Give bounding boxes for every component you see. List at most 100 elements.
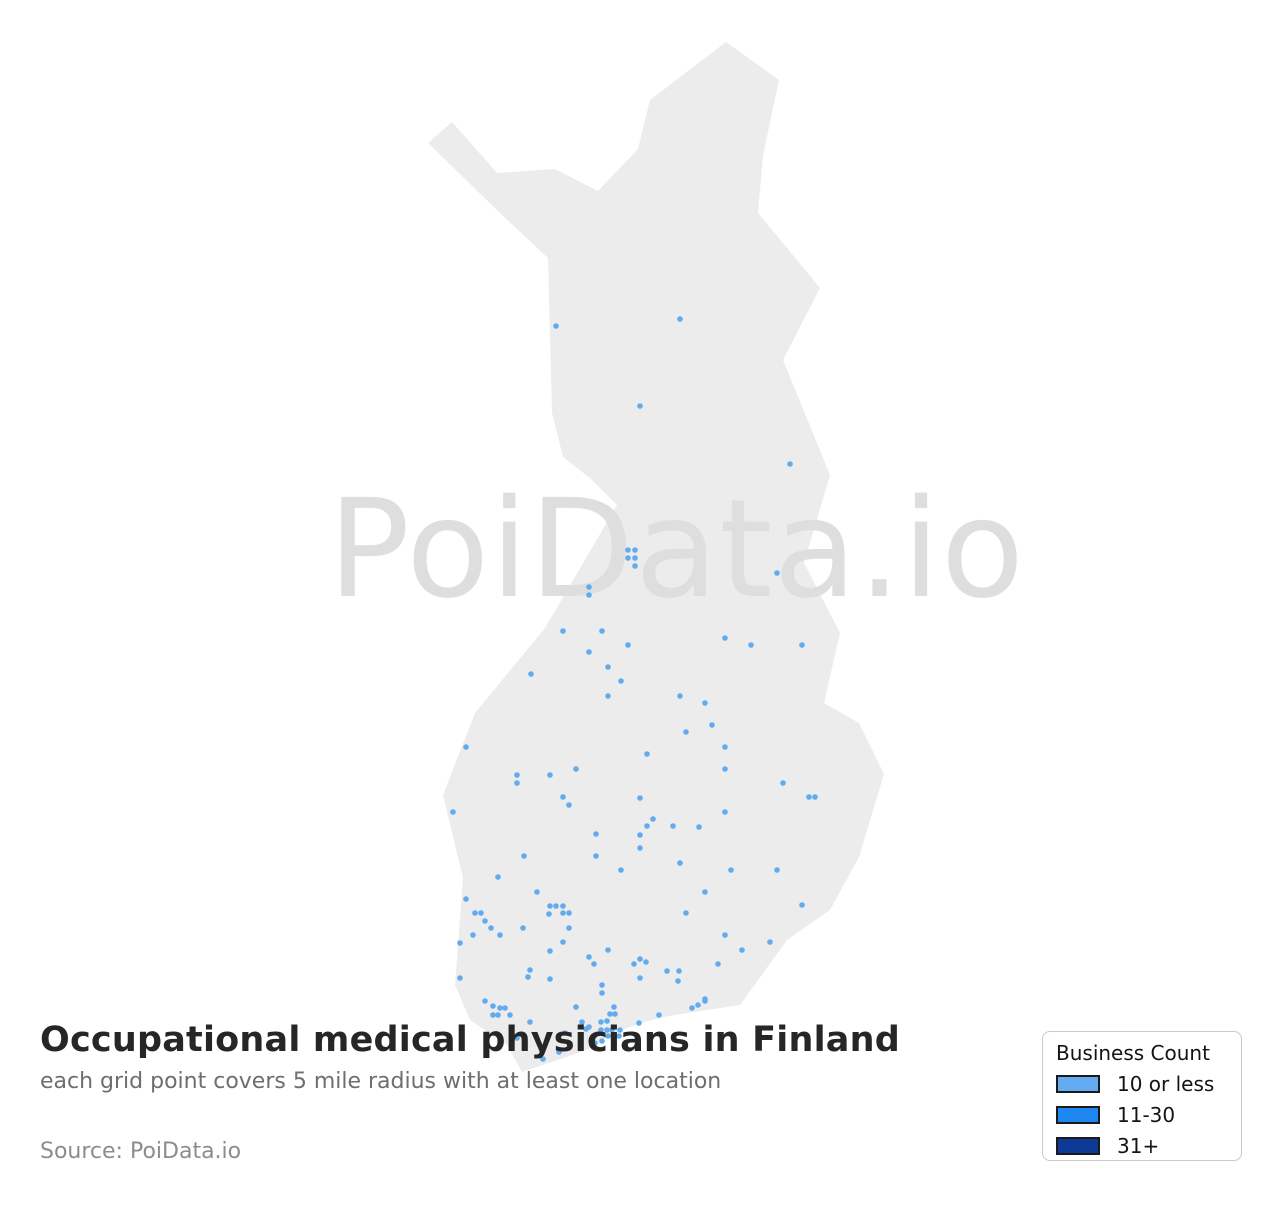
map-dot bbox=[546, 911, 552, 917]
map-dot bbox=[625, 547, 631, 553]
map-dot bbox=[573, 766, 579, 772]
map-dot bbox=[617, 1027, 623, 1033]
map-dot bbox=[604, 1018, 610, 1024]
map-dot bbox=[677, 693, 683, 699]
map-dot bbox=[502, 1005, 508, 1011]
map-dot bbox=[547, 976, 553, 982]
map-dot bbox=[586, 584, 592, 590]
map-dot bbox=[702, 998, 708, 1004]
map-dot bbox=[637, 832, 643, 838]
map-dot bbox=[463, 744, 469, 750]
map-dot bbox=[722, 809, 728, 815]
map-dot bbox=[560, 903, 566, 909]
map-dot bbox=[482, 918, 488, 924]
map-dot bbox=[609, 1027, 615, 1033]
map-dot bbox=[495, 1012, 501, 1018]
map-dot bbox=[579, 1019, 585, 1025]
map-dot bbox=[618, 678, 624, 684]
map-dot bbox=[675, 978, 681, 984]
map-dot bbox=[534, 889, 540, 895]
map-dot bbox=[607, 1011, 613, 1017]
map-dot bbox=[488, 925, 494, 931]
map-dot bbox=[637, 403, 643, 409]
map-dot bbox=[605, 693, 611, 699]
source-note: Source: PoiData.io bbox=[40, 1139, 242, 1164]
map-dot bbox=[525, 974, 531, 980]
map-dot bbox=[593, 831, 599, 837]
map-dot bbox=[599, 982, 605, 988]
map-dot bbox=[560, 794, 566, 800]
map-dot bbox=[560, 910, 566, 916]
legend-box: Business Count 10 or less 11-30 31+ bbox=[1042, 1031, 1242, 1161]
map-dot bbox=[562, 1030, 568, 1036]
map-dot bbox=[528, 671, 534, 677]
map-dot bbox=[715, 961, 721, 967]
map-dot bbox=[644, 751, 650, 757]
map-dot bbox=[472, 910, 478, 916]
map-dot bbox=[457, 975, 463, 981]
map-dot bbox=[599, 628, 605, 634]
map-dot bbox=[497, 932, 503, 938]
map-dot bbox=[677, 316, 683, 322]
map-dot bbox=[599, 1038, 605, 1044]
map-dot bbox=[664, 968, 670, 974]
map-dot bbox=[547, 948, 553, 954]
legend-title: Business Count bbox=[1056, 1041, 1210, 1065]
map-dot bbox=[739, 947, 745, 953]
map-dot bbox=[478, 910, 484, 916]
map-dot bbox=[490, 1012, 496, 1018]
map-dot bbox=[625, 642, 631, 648]
map-dot bbox=[636, 1020, 642, 1026]
map-dot bbox=[722, 766, 728, 772]
map-dot bbox=[696, 824, 702, 830]
legend-swatch-mid bbox=[1056, 1106, 1100, 1124]
map-dot bbox=[586, 954, 592, 960]
map-dot bbox=[632, 563, 638, 569]
map-dot bbox=[598, 1019, 604, 1025]
legend-label-mid: 11-30 bbox=[1117, 1103, 1176, 1127]
map-dot bbox=[540, 1056, 546, 1062]
map-dot bbox=[604, 1027, 610, 1033]
map-dot bbox=[643, 959, 649, 965]
map-dot bbox=[514, 772, 520, 778]
legend-row-mid: 11-30 bbox=[1056, 1103, 1241, 1127]
map-dot bbox=[780, 780, 786, 786]
map-dot bbox=[592, 1040, 598, 1046]
map-dot bbox=[616, 1033, 622, 1039]
map-dot bbox=[650, 816, 656, 822]
map-dot bbox=[599, 990, 605, 996]
map-dot bbox=[722, 744, 728, 750]
map-dot bbox=[806, 794, 812, 800]
map-dot bbox=[457, 940, 463, 946]
map-dot bbox=[709, 722, 715, 728]
map-dot bbox=[632, 555, 638, 561]
map-dot bbox=[774, 570, 780, 576]
map-dot bbox=[689, 1005, 695, 1011]
map-dot bbox=[722, 635, 728, 641]
map-dot bbox=[547, 903, 553, 909]
map-dot bbox=[495, 874, 501, 880]
legend-swatch-high bbox=[1056, 1137, 1100, 1155]
map-dot bbox=[521, 853, 527, 859]
map-dot bbox=[677, 860, 683, 866]
map-dot bbox=[527, 1019, 533, 1025]
map-dot bbox=[637, 975, 643, 981]
map-dot bbox=[610, 1033, 616, 1039]
map-dot bbox=[799, 642, 805, 648]
legend-row-low: 10 or less bbox=[1056, 1072, 1241, 1096]
map-dot bbox=[702, 700, 708, 706]
map-dot bbox=[586, 1024, 592, 1030]
map-dot bbox=[490, 1003, 496, 1009]
map-dot bbox=[593, 853, 599, 859]
map-dot bbox=[748, 642, 754, 648]
map-dot bbox=[767, 939, 773, 945]
map-dot bbox=[656, 1012, 662, 1018]
map-dot bbox=[553, 903, 559, 909]
legend-label-low: 10 or less bbox=[1117, 1072, 1215, 1096]
map-dot bbox=[799, 902, 805, 908]
map-dot bbox=[514, 1035, 520, 1041]
map-dot bbox=[566, 802, 572, 808]
map-dot bbox=[560, 939, 566, 945]
finland-silhouette bbox=[428, 42, 884, 1072]
